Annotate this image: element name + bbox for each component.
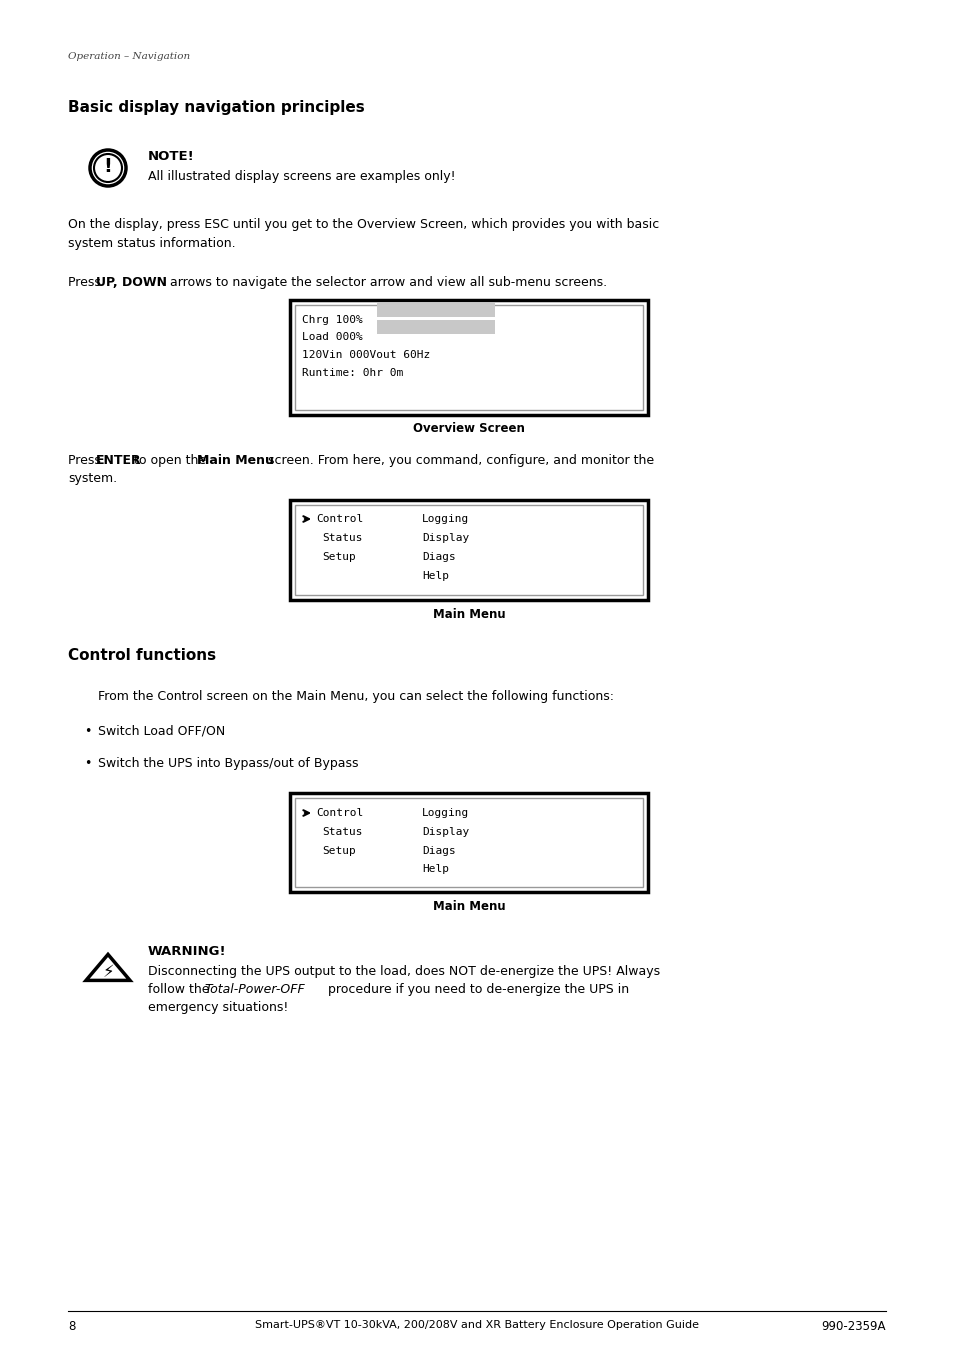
Text: Switch the UPS into Bypass/out of Bypass: Switch the UPS into Bypass/out of Bypass [98, 757, 358, 770]
Text: Control: Control [315, 808, 363, 817]
Text: follow the: follow the [148, 984, 213, 996]
Text: Smart-UPS®VT 10-30kVA, 200/208V and XR Battery Enclosure Operation Guide: Smart-UPS®VT 10-30kVA, 200/208V and XR B… [254, 1320, 699, 1329]
Text: Press: Press [68, 276, 105, 289]
Text: •: • [84, 757, 91, 770]
FancyBboxPatch shape [290, 793, 647, 892]
Text: Basic display navigation principles: Basic display navigation principles [68, 100, 364, 115]
Text: arrows to navigate the selector arrow and view all sub-menu screens.: arrows to navigate the selector arrow an… [166, 276, 606, 289]
Text: Press: Press [68, 454, 105, 467]
Text: Help: Help [421, 571, 449, 581]
FancyBboxPatch shape [290, 300, 647, 415]
Text: Diags: Diags [421, 553, 456, 562]
Text: Operation – Navigation: Operation – Navigation [68, 51, 190, 61]
Text: Total-Power-OFF: Total-Power-OFF [204, 984, 304, 996]
Text: Chrg 100%: Chrg 100% [302, 315, 362, 326]
FancyBboxPatch shape [376, 303, 495, 317]
Text: system.: system. [68, 471, 117, 485]
Text: Display: Display [421, 827, 469, 838]
FancyBboxPatch shape [294, 505, 642, 594]
Text: emergency situations!: emergency situations! [148, 1001, 288, 1015]
Text: system status information.: system status information. [68, 236, 235, 250]
Text: UP, DOWN: UP, DOWN [96, 276, 167, 289]
Text: Disconnecting the UPS output to the load, does NOT de-energize the UPS! Always: Disconnecting the UPS output to the load… [148, 965, 659, 978]
Text: Logging: Logging [421, 513, 469, 524]
Text: Setup: Setup [322, 553, 355, 562]
Text: Main Menu: Main Menu [196, 454, 274, 467]
Text: NOTE!: NOTE! [148, 150, 194, 163]
Text: Status: Status [322, 534, 362, 543]
Text: to open the: to open the [130, 454, 210, 467]
Text: Runtime: 0hr 0m: Runtime: 0hr 0m [302, 367, 403, 378]
Text: 990-2359A: 990-2359A [821, 1320, 885, 1333]
Text: 120Vin 000Vout 60Hz: 120Vin 000Vout 60Hz [302, 350, 430, 359]
Text: Status: Status [322, 827, 362, 838]
Text: Switch Load OFF/ON: Switch Load OFF/ON [98, 725, 225, 738]
Text: Logging: Logging [421, 808, 469, 817]
Text: ENTER: ENTER [96, 454, 141, 467]
FancyBboxPatch shape [290, 500, 647, 600]
Text: All illustrated display screens are examples only!: All illustrated display screens are exam… [148, 170, 456, 182]
Text: Help: Help [421, 865, 449, 874]
Text: Control functions: Control functions [68, 648, 216, 663]
Text: procedure if you need to de-energize the UPS in: procedure if you need to de-energize the… [324, 984, 628, 996]
Text: Main Menu: Main Menu [433, 608, 505, 621]
Text: •: • [84, 725, 91, 738]
Text: ⚡: ⚡ [102, 963, 113, 981]
FancyBboxPatch shape [294, 305, 642, 409]
Text: On the display, press ESC until you get to the Overview Screen, which provides y: On the display, press ESC until you get … [68, 218, 659, 231]
Text: !: ! [104, 157, 112, 176]
Text: Load 000%: Load 000% [302, 332, 362, 342]
Text: Overview Screen: Overview Screen [413, 422, 524, 435]
Text: From the Control screen on the Main Menu, you can select the following functions: From the Control screen on the Main Menu… [98, 690, 614, 703]
FancyBboxPatch shape [376, 320, 495, 334]
Text: WARNING!: WARNING! [148, 944, 227, 958]
Text: 8: 8 [68, 1320, 75, 1333]
Text: Main Menu: Main Menu [433, 900, 505, 913]
Text: Setup: Setup [322, 846, 355, 857]
Text: Display: Display [421, 534, 469, 543]
Polygon shape [86, 954, 130, 981]
Text: Diags: Diags [421, 846, 456, 857]
Text: screen. From here, you command, configure, and monitor the: screen. From here, you command, configur… [264, 454, 654, 467]
Text: Control: Control [315, 513, 363, 524]
FancyBboxPatch shape [294, 798, 642, 888]
